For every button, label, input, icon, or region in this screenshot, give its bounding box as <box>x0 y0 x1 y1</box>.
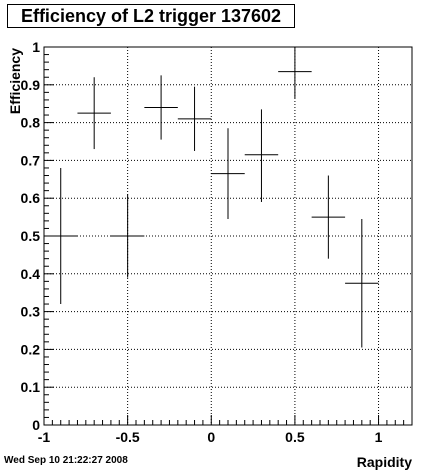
timestamp-label: Wed Sep 10 21:22:27 2008 <box>4 455 128 466</box>
y-tick-label: 0.1 <box>21 379 41 395</box>
data-point <box>110 194 145 278</box>
x-tick-label: 0.5 <box>285 429 305 445</box>
axis-ticks <box>43 46 413 426</box>
y-tick-label: 0.4 <box>21 266 41 282</box>
y-tick-label: 0.2 <box>21 341 41 357</box>
x-tick-label: -0.5 <box>116 429 140 445</box>
x-tick-label: -1 <box>38 429 51 445</box>
y-tick-label: 0.9 <box>21 77 41 93</box>
x-tick-label: 1 <box>375 429 383 445</box>
y-axis-label: Efficiency <box>7 48 23 114</box>
data-point <box>77 77 111 150</box>
data-point <box>144 75 178 140</box>
data-point <box>177 86 212 151</box>
y-tick-label: 1 <box>32 39 40 55</box>
tick-labels: 0 0.1 0.2 0.3 0.4 0.5 0.6 0.7 0.8 0.9 1 -1 -0.5 0 0.5 1 <box>21 39 383 445</box>
grid-lines <box>44 47 412 425</box>
x-tick-label: 0 <box>207 429 215 445</box>
y-tick-label: 0.5 <box>21 228 41 244</box>
data-point <box>278 47 312 99</box>
y-tick-label: 0.7 <box>21 152 41 168</box>
data-point <box>244 109 279 202</box>
data-point <box>345 218 379 348</box>
y-tick-label: 0.6 <box>21 190 41 206</box>
data-point <box>44 167 78 305</box>
y-tick-label: 0.3 <box>21 304 41 320</box>
data-point <box>211 128 245 219</box>
y-tick-label: 0.8 <box>21 115 41 131</box>
chart-title: Efficiency of L2 trigger 137602 <box>7 4 295 28</box>
y-tick-label: 0 <box>32 417 40 433</box>
x-axis-label: Rapidity <box>357 454 412 470</box>
data-point <box>311 175 346 259</box>
data-points <box>44 47 379 348</box>
